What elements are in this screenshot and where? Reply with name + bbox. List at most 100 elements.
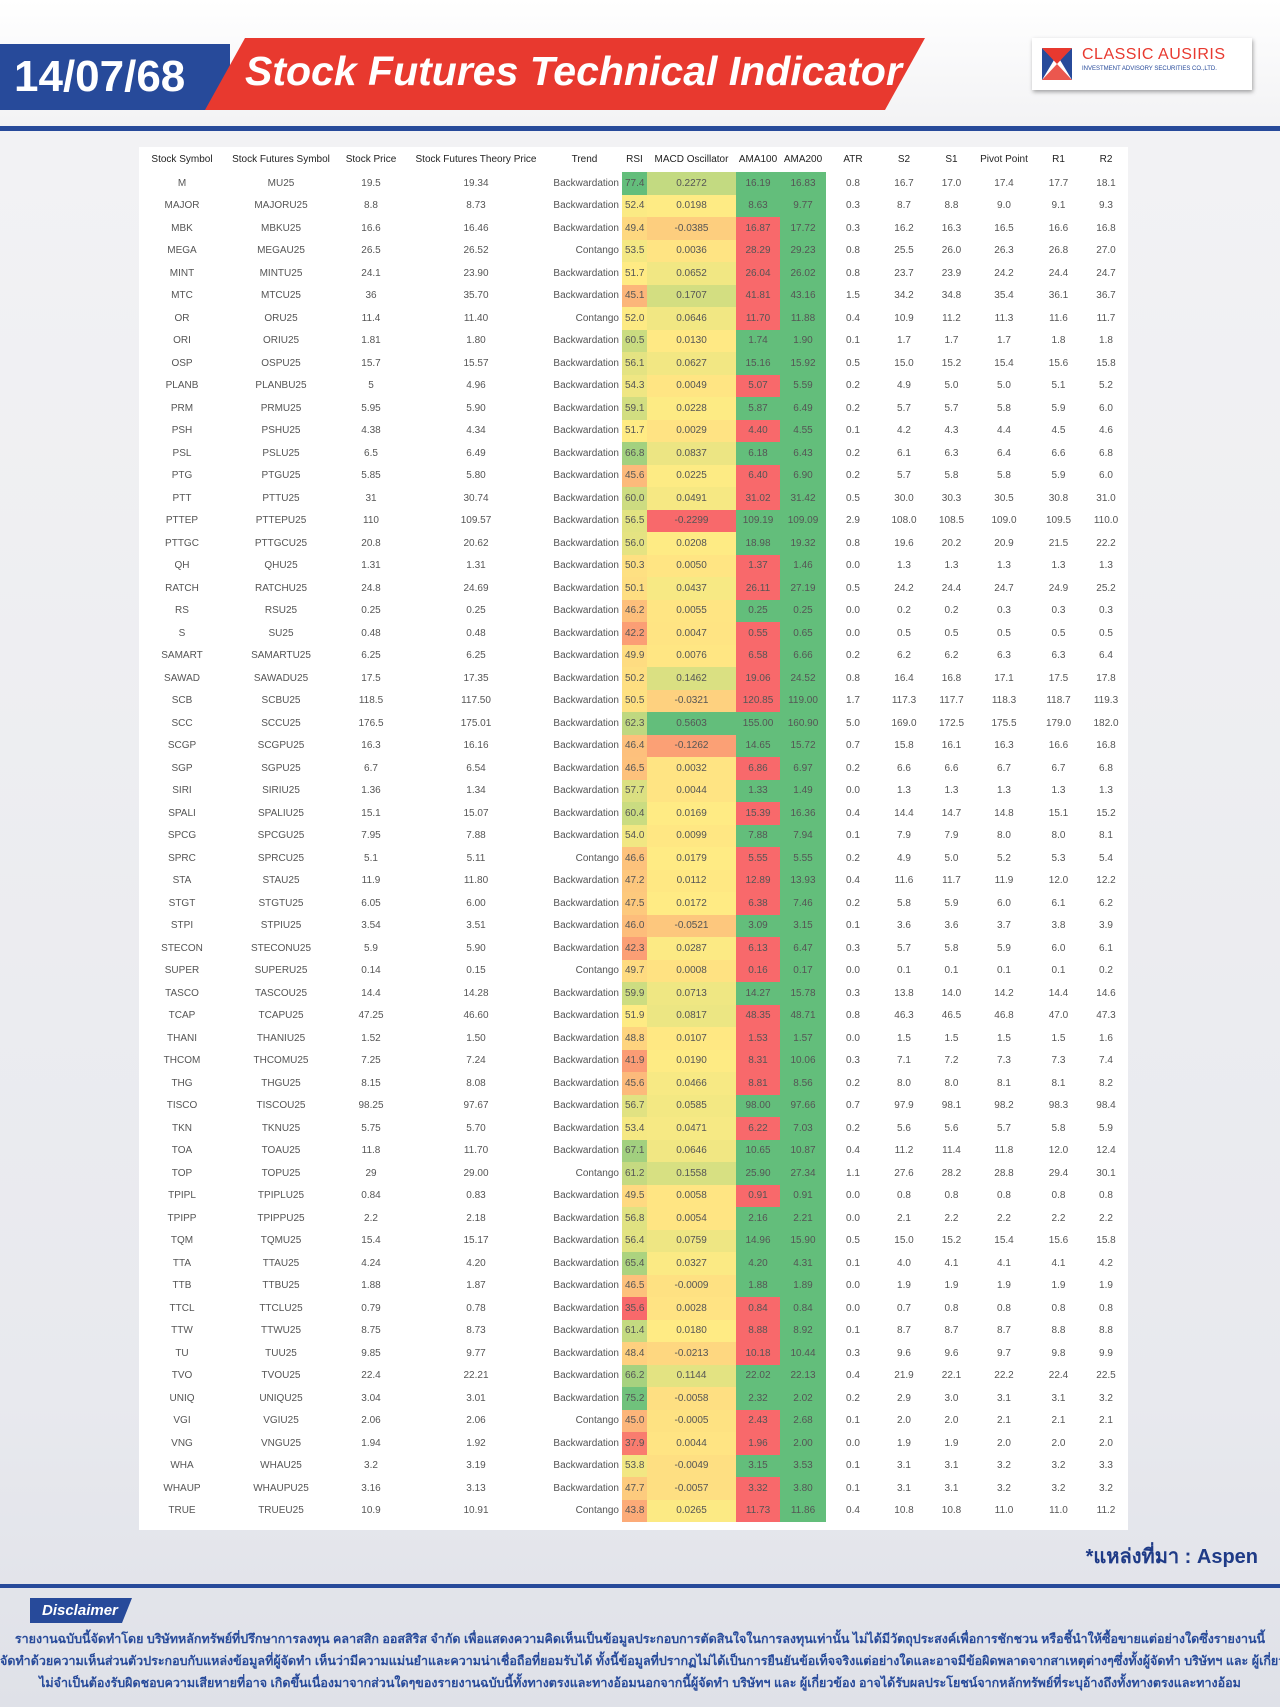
table-cell: 0.0287: [647, 937, 736, 960]
table-cell: Backwardation: [553, 1302, 619, 1314]
table-cell: 3.13: [466, 1482, 486, 1494]
table-cell: MINT: [169, 267, 195, 279]
table-cell: PLANBU25: [255, 380, 307, 392]
table-cell: VNGU25: [260, 1437, 301, 1449]
table-cell: 52.0: [622, 307, 647, 330]
table-cell: 12.89: [736, 869, 780, 892]
table-cell: 0.8: [846, 267, 860, 279]
table-cell: 3.16: [361, 1482, 381, 1494]
table-cell: SPALI: [168, 807, 196, 819]
table-cell: 61.2: [622, 1162, 647, 1185]
table-cell: 67.1: [622, 1139, 647, 1162]
table-cell: 0.25: [361, 605, 381, 617]
table-cell: 3.2: [997, 1482, 1011, 1494]
table-panel: Stock Symbol Stock Futures Symbol Stock Pr…: [139, 147, 1128, 1530]
table-cell: 3.51: [466, 920, 486, 932]
table-cell: 15.8: [1096, 1235, 1116, 1247]
table-cell: 0.0713: [647, 982, 736, 1005]
table-row: TTW TTWU25 8.75 8.73 Backwardation 61.4 0.0180…: [139, 1319, 1128, 1342]
table-cell: TTA: [172, 1257, 192, 1269]
table-cell: 34.8: [941, 290, 962, 302]
table-cell: SU25: [268, 627, 294, 639]
table-row: SCB SCBU25 118.5 117.50 Backwardation 50.5 -0.…: [139, 689, 1128, 712]
table-cell: 24.9: [1048, 582, 1069, 594]
table-cell: 15.7: [361, 357, 381, 369]
column-header: AMA200: [783, 154, 823, 165]
table-cell: Contango: [575, 1167, 619, 1179]
table-cell: TTAU25: [262, 1257, 300, 1269]
table-cell: 0.55: [736, 622, 780, 645]
table-cell: 175.5: [991, 717, 1017, 729]
table-row: TISCO TISCOU25 98.25 97.67 Backwardation 56.7…: [139, 1094, 1128, 1117]
table-cell: 0.1144: [647, 1364, 736, 1387]
table-cell: 35.4: [994, 290, 1014, 302]
table-cell: 5.0: [944, 852, 959, 864]
logo-icon: [1042, 48, 1072, 80]
table-cell: TUU25: [265, 1347, 297, 1359]
table-cell: MINTU25: [259, 267, 303, 279]
table-row: TRUE TRUEU25 10.9 10.91 Contango 43.8 0.0265 11…: [139, 1499, 1128, 1522]
table-cell: 97.66: [780, 1094, 826, 1117]
table-cell: 0.2: [846, 1392, 860, 1404]
table-cell: 1.31: [466, 560, 486, 572]
table-cell: 4.3: [944, 425, 959, 437]
table-cell: 0.8: [1099, 1302, 1113, 1314]
table-cell: 3.32: [736, 1477, 780, 1500]
table-cell: Contango: [575, 245, 619, 257]
column-header: S1: [945, 154, 958, 165]
column-header: Stock Symbol: [151, 154, 213, 165]
table-cell: 6.6: [1051, 447, 1066, 459]
table-row: TTCL TTCLU25 0.79 0.78 Backwardation 35.6 0.00…: [139, 1297, 1128, 1320]
table-cell: 7.25: [361, 1055, 381, 1067]
table-cell: PTTGC: [165, 537, 199, 549]
table-cell: 11.6: [1049, 312, 1068, 324]
table-row: MBK MBKU25 16.6 16.46 Backwardation 49.4 -0.03…: [139, 217, 1128, 240]
table-cell: 5.95: [361, 402, 381, 414]
column-header: Stock Futures Theory Price: [415, 154, 537, 165]
table-row: M MU25 19.5 19.34 Backwardation 77.4 0.2272 16.…: [139, 172, 1128, 195]
table-cell: Backwardation: [553, 290, 619, 302]
column-header: Pivot Point: [980, 154, 1028, 165]
table-cell: 5.8: [1051, 1122, 1066, 1134]
table-cell: 4.20: [466, 1257, 486, 1269]
table-cell: 1.9: [897, 1437, 911, 1449]
table-cell: 41.9: [622, 1049, 647, 1072]
table-cell: SIRIU25: [262, 785, 300, 797]
table-cell: 49.5: [622, 1184, 647, 1207]
table-cell: 10.9: [894, 312, 914, 324]
table-cell: 1.34: [466, 785, 486, 797]
table-cell: 11.86: [780, 1499, 826, 1522]
table-cell: 48.35: [736, 1004, 780, 1027]
table-cell: PSHU25: [261, 425, 301, 437]
table-cell: 0.0029: [647, 419, 736, 442]
table-cell: 108.5: [938, 515, 965, 527]
table-cell: 29: [365, 1167, 377, 1179]
table-cell: 6.22: [736, 1117, 780, 1140]
table-row: TTA TTAU25 4.24 4.20 Backwardation 65.4 0.0327…: [139, 1252, 1128, 1275]
table-cell: 15.78: [780, 982, 826, 1005]
table-cell: 7.24: [466, 1055, 486, 1067]
table-cell: 0.3: [846, 987, 860, 999]
table-cell: QHU25: [264, 560, 298, 572]
table-cell: 0.48: [466, 627, 486, 639]
table-cell: 5.75: [361, 1122, 381, 1134]
table-cell: 15.90: [780, 1229, 826, 1252]
table-cell: 25.5: [894, 245, 914, 257]
table-cell: THCOMU25: [253, 1055, 309, 1067]
table-cell: 52.4: [622, 194, 647, 217]
table-cell: 6.00: [466, 897, 486, 909]
table-cell: 24.7: [994, 582, 1014, 594]
table-cell: 50.5: [622, 689, 647, 712]
table-cell: 7.88: [466, 830, 486, 842]
table-cell: 27.0: [1096, 245, 1116, 257]
table-cell: 1.31: [361, 560, 381, 572]
table-cell: 0.1: [944, 965, 959, 977]
table-cell: 5.07: [736, 374, 780, 397]
table-cell: 6.7: [1051, 762, 1066, 774]
table-cell: Backwardation: [553, 582, 619, 594]
table-cell: Backwardation: [553, 695, 619, 707]
table-cell: 17.0: [941, 177, 962, 189]
table-cell: SPRC: [168, 852, 196, 864]
table-cell: 0.79: [361, 1302, 381, 1314]
table-cell: Backwardation: [553, 267, 619, 279]
